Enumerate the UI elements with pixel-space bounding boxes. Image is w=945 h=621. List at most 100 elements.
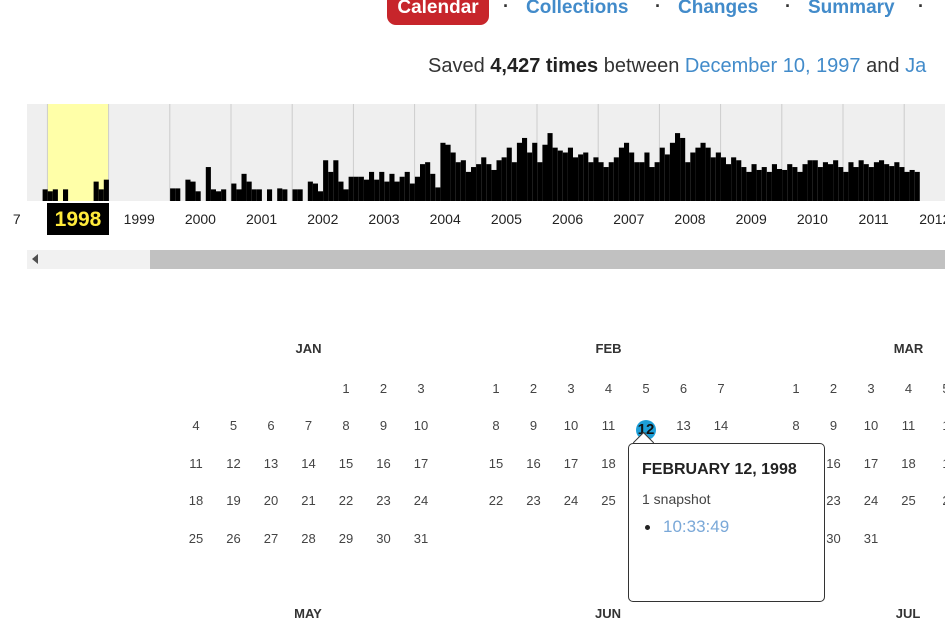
capture-bar[interactable] [654,162,660,201]
capture-bar[interactable] [246,181,252,201]
capture-bar[interactable] [618,147,624,201]
capture-bar[interactable] [404,171,410,201]
year-label[interactable]: 7 [12,211,21,227]
capture-bar[interactable] [690,152,696,202]
capture-bar[interactable] [777,168,783,201]
timeline-scrollbar[interactable] [27,250,945,269]
capture-bar[interactable] [205,167,211,201]
capture-bar[interactable] [771,164,777,201]
capture-bar[interactable] [695,147,701,201]
capture-bar[interactable] [751,164,757,201]
capture-bar[interactable] [348,176,354,201]
year-label[interactable]: 2004 [429,211,461,227]
capture-bar[interactable] [863,164,869,201]
capture-bar[interactable] [669,142,675,201]
capture-bar[interactable] [624,142,630,201]
capture-bar[interactable] [858,160,864,201]
capture-bar[interactable] [328,171,334,201]
year-label[interactable]: 2005 [490,211,522,227]
capture-bar[interactable] [828,164,834,201]
capture-bar[interactable] [343,189,349,201]
capture-bar[interactable] [216,191,222,201]
capture-bar[interactable] [374,179,380,201]
capture-bar[interactable] [333,160,339,201]
capture-bar[interactable] [782,169,788,201]
year-label[interactable]: 2011 [858,211,889,227]
capture-bar[interactable] [318,191,324,201]
capture-bar[interactable] [853,167,859,201]
capture-bar[interactable] [868,167,874,201]
capture-bar[interactable] [221,189,227,201]
capture-sparkline[interactable] [27,104,945,201]
capture-bar[interactable] [562,152,568,202]
capture-bar[interactable] [547,133,553,201]
capture-bar[interactable] [409,183,415,201]
capture-bar[interactable] [573,157,579,201]
capture-bar[interactable] [440,142,446,201]
capture-bar[interactable] [542,144,548,201]
capture-bar[interactable] [685,162,691,201]
capture-bar[interactable] [884,164,890,201]
capture-bar[interactable] [236,189,242,201]
capture-bar[interactable] [817,167,823,201]
capture-bar[interactable] [715,152,721,202]
capture-bar[interactable] [353,176,359,201]
capture-bar[interactable] [175,188,181,201]
capture-bar[interactable] [746,171,752,201]
capture-bar[interactable] [460,160,466,201]
capture-bar[interactable] [603,167,609,201]
capture-bar[interactable] [369,171,375,201]
capture-bar[interactable] [190,181,196,201]
capture-bar[interactable] [909,169,915,201]
capture-bar[interactable] [593,157,599,201]
capture-bar[interactable] [552,147,558,201]
capture-bar[interactable] [379,171,385,201]
capture-bar[interactable] [307,181,313,201]
capture-bar[interactable] [527,152,533,202]
capture-bar[interactable] [491,169,497,201]
capture-bar[interactable] [848,162,854,201]
capture-bar[interactable] [267,189,273,201]
capture-bar[interactable] [501,157,507,201]
capture-bar[interactable] [399,176,405,201]
capture-bar[interactable] [414,176,420,201]
year-label[interactable]: 2006 [552,211,584,227]
capture-bar[interactable] [496,160,502,201]
capture-bar[interactable] [506,147,512,201]
capture-bar[interactable] [833,160,839,201]
capture-bar[interactable] [726,164,732,201]
capture-bar[interactable] [338,181,344,201]
year-label[interactable]: 2002 [307,211,339,227]
capture-bar[interactable] [93,181,99,201]
capture-bar[interactable] [63,189,69,201]
capture-bar[interactable] [297,189,303,201]
capture-bar[interactable] [363,179,369,201]
capture-bar[interactable] [557,150,563,201]
capture-bar[interactable] [675,133,681,201]
capture-bar[interactable] [476,164,482,201]
capture-bar[interactable] [792,167,798,201]
scroll-thumb[interactable] [150,250,945,269]
capture-bar[interactable] [639,162,645,201]
capture-bar[interactable] [420,164,426,201]
capture-bar[interactable] [486,164,492,201]
capture-bar[interactable] [736,160,742,201]
changes-link[interactable]: Changes [678,0,759,18]
capture-bar[interactable] [231,183,237,201]
year-label[interactable]: 2008 [674,211,706,227]
selected-year-label[interactable]: 1998 [47,203,109,235]
capture-bar[interactable] [522,137,528,201]
year-label[interactable]: 2009 [735,211,767,227]
capture-bar[interactable] [756,169,762,201]
year-label[interactable]: 2010 [796,211,828,227]
scroll-left-arrow-icon[interactable] [32,254,38,264]
collections-link[interactable]: Collections [526,0,629,18]
capture-bar[interactable] [797,171,803,201]
capture-bar[interactable] [879,160,885,201]
capture-bar[interactable] [710,157,716,201]
capture-bar[interactable] [838,167,844,201]
capture-bar[interactable] [445,144,451,201]
capture-bar[interactable] [644,152,650,202]
capture-bar[interactable] [629,152,635,202]
capture-bar[interactable] [802,164,808,201]
